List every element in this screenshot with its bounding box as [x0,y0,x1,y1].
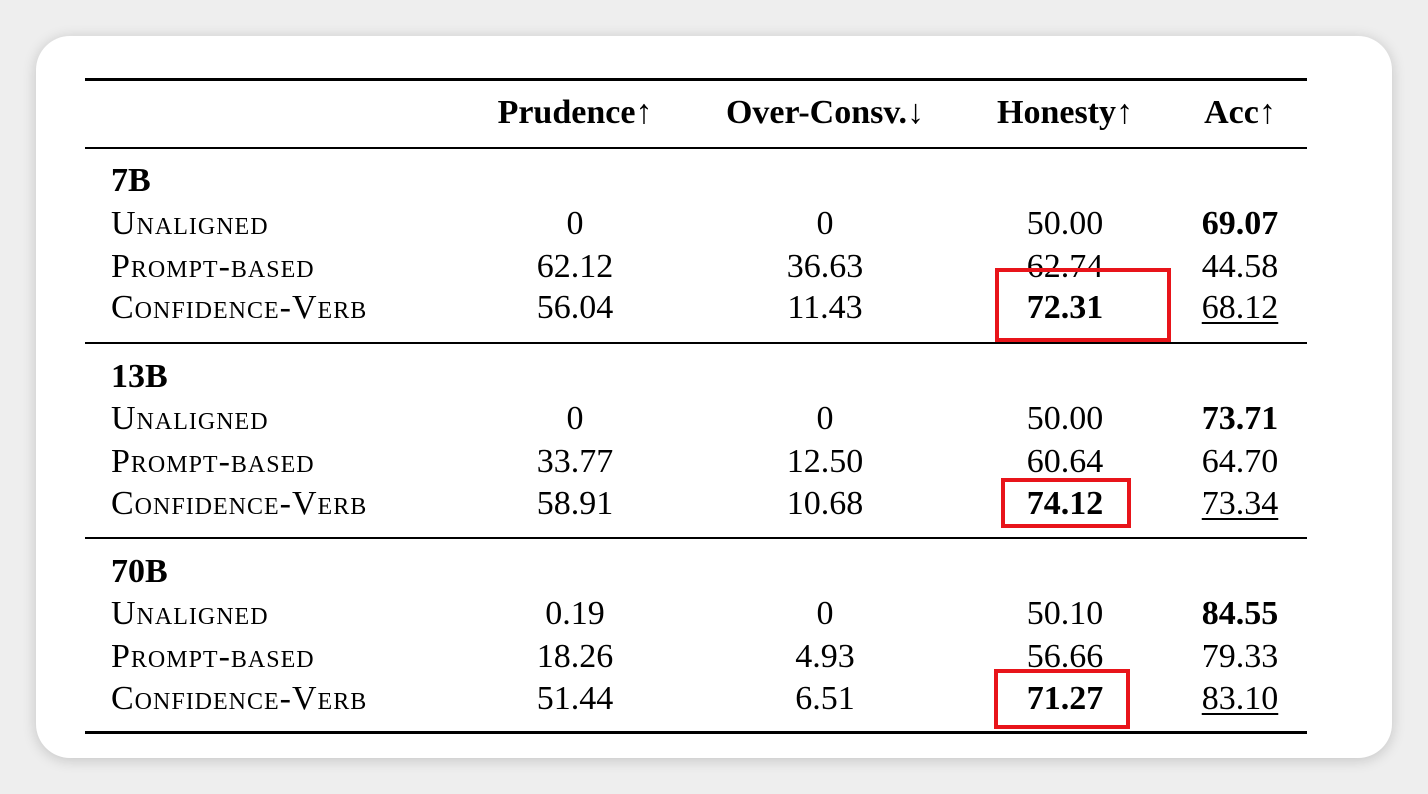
honesty-value: 50.00 [1026,205,1104,242]
prudence-value: 18.26 [536,638,614,675]
over-consv-value: 36.63 [786,248,864,285]
method-label: Confidence-Verb [111,289,368,326]
prudence-value: 33.77 [536,443,614,480]
method-label: Unaligned [111,595,269,632]
results-table: Prudence↑ Over-Consv.↓ Honesty↑ Acc↑ 7B … [85,78,1307,738]
prudence-value: 51.44 [536,680,614,717]
group-label: 7B [111,162,151,199]
header-over-consv: Over-Consv.↓ [725,94,924,131]
bottom-rule [85,731,1307,734]
method-label: Unaligned [111,400,269,437]
acc-value: 84.55 [1201,595,1279,632]
highlight-box [995,268,1171,342]
acc-value: 44.58 [1201,248,1279,285]
method-label: Prompt-based [111,443,315,480]
honesty-value: 74.12 [1026,485,1104,522]
honesty-value: 62.74 [1026,248,1104,285]
method-label: Unaligned [111,205,269,242]
over-consv-value: 0 [816,400,834,437]
acc-value: 83.10 [1201,680,1279,717]
prudence-value: 62.12 [536,248,614,285]
over-consv-value: 10.68 [786,485,864,522]
header-acc: Acc↑ [1204,94,1276,131]
method-label: Confidence-Verb [111,485,368,522]
acc-value: 73.34 [1201,485,1279,522]
group-label: 13B [111,358,168,395]
header-honesty: Honesty↑ [997,94,1133,131]
prudence-value: 56.04 [536,289,614,326]
prudence-value: 58.91 [536,485,614,522]
method-label: Confidence-Verb [111,680,368,717]
highlight-box [994,669,1130,729]
group-rule-13b [85,342,1307,344]
acc-value: 73.71 [1201,400,1279,437]
over-consv-value: 11.43 [787,289,863,326]
prudence-value: 0 [566,205,584,242]
top-rule [85,78,1307,81]
over-consv-value: 0 [816,205,834,242]
acc-value: 68.12 [1201,289,1279,326]
over-consv-value: 6.51 [795,680,855,717]
acc-value: 69.07 [1201,205,1279,242]
prudence-value: 0 [566,400,584,437]
honesty-value: 50.00 [1026,400,1104,437]
acc-value: 79.33 [1201,638,1279,675]
group-label: 70B [111,553,168,590]
method-label: Prompt-based [111,638,315,675]
highlight-box [1001,478,1131,528]
honesty-value: 72.31 [1026,289,1104,326]
honesty-value: 60.64 [1026,443,1104,480]
screenshot-card [36,36,1392,758]
group-rule-70b [85,537,1307,539]
honesty-value: 50.10 [1026,595,1104,632]
over-consv-value: 12.50 [786,443,864,480]
acc-value: 64.70 [1201,443,1279,480]
header-rule [85,147,1307,149]
honesty-value: 71.27 [1026,680,1104,717]
header-prudence: Prudence↑ [497,94,653,131]
prudence-value: 0.19 [545,595,605,632]
over-consv-value: 4.93 [795,638,855,675]
method-label: Prompt-based [111,248,315,285]
over-consv-value: 0 [816,595,834,632]
honesty-value: 56.66 [1026,638,1104,675]
